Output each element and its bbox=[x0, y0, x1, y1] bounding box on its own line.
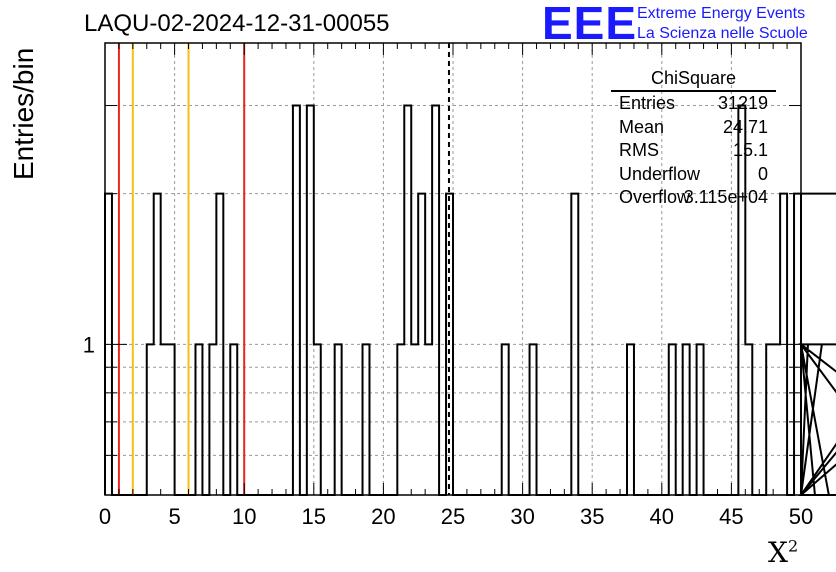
stats-box: ChiSquare Entries 31219 Mean 24.71 RMS 1… bbox=[611, 68, 776, 210]
stats-value: 31219 bbox=[717, 93, 768, 113]
stats-row-entries: Entries 31219 bbox=[611, 92, 776, 116]
stats-label: Overflow bbox=[619, 187, 691, 208]
stats-value: 15.1 bbox=[732, 140, 768, 161]
y-axis-label: Entries/bin bbox=[8, 47, 39, 180]
x-tick-label: 40 bbox=[650, 504, 674, 529]
stats-row-mean: Mean 24.71 bbox=[611, 116, 776, 140]
stats-title: ChiSquare bbox=[650, 68, 737, 88]
marker-lines bbox=[117, 43, 450, 495]
x-tick-label: 0 bbox=[99, 504, 111, 529]
stats-row-underflow: Underflow 0 bbox=[611, 163, 776, 187]
x-tick-label: 35 bbox=[580, 504, 604, 529]
y-tick-label: 1 bbox=[83, 332, 95, 357]
stats-value: 24.71 bbox=[722, 116, 768, 137]
x-axis-label: X2 bbox=[768, 536, 799, 569]
stats-label: Entries bbox=[619, 93, 676, 113]
stats-label: Mean bbox=[619, 116, 665, 137]
x-tick-label: 5 bbox=[168, 504, 180, 529]
stats-value: 3.115e+04 bbox=[683, 187, 768, 208]
tick-labels: 0 5 10 15 20 25 30 35 40 45 50 1 bbox=[83, 332, 813, 529]
x-tick-label: 20 bbox=[371, 504, 395, 529]
chart-title: LAQU-02-2024-12-31-00055 bbox=[84, 10, 390, 37]
stats-row-rms: RMS 15.1 bbox=[611, 139, 776, 163]
x-tick-label: 10 bbox=[232, 504, 256, 529]
logo-line-1: Extreme Energy Events bbox=[637, 5, 806, 22]
stats-row-overflow: Overflow 3.115e+04 bbox=[611, 186, 776, 210]
x-tick-label: 25 bbox=[441, 504, 465, 529]
stats-divider bbox=[611, 90, 776, 92]
stats-label: Underflow bbox=[619, 163, 701, 184]
stats-label: RMS bbox=[619, 140, 659, 161]
x-tick-label: 30 bbox=[510, 504, 534, 529]
tick-marks bbox=[104, 43, 802, 495]
eee-logo: EEE bbox=[542, 0, 638, 49]
x-tick-label: 15 bbox=[302, 504, 326, 529]
x-tick-label: 45 bbox=[719, 504, 743, 529]
stats-value: 0 bbox=[757, 163, 768, 184]
x-tick-label: 50 bbox=[789, 504, 813, 529]
logo-line-2: La Scienza nelle Scuole bbox=[637, 25, 808, 42]
